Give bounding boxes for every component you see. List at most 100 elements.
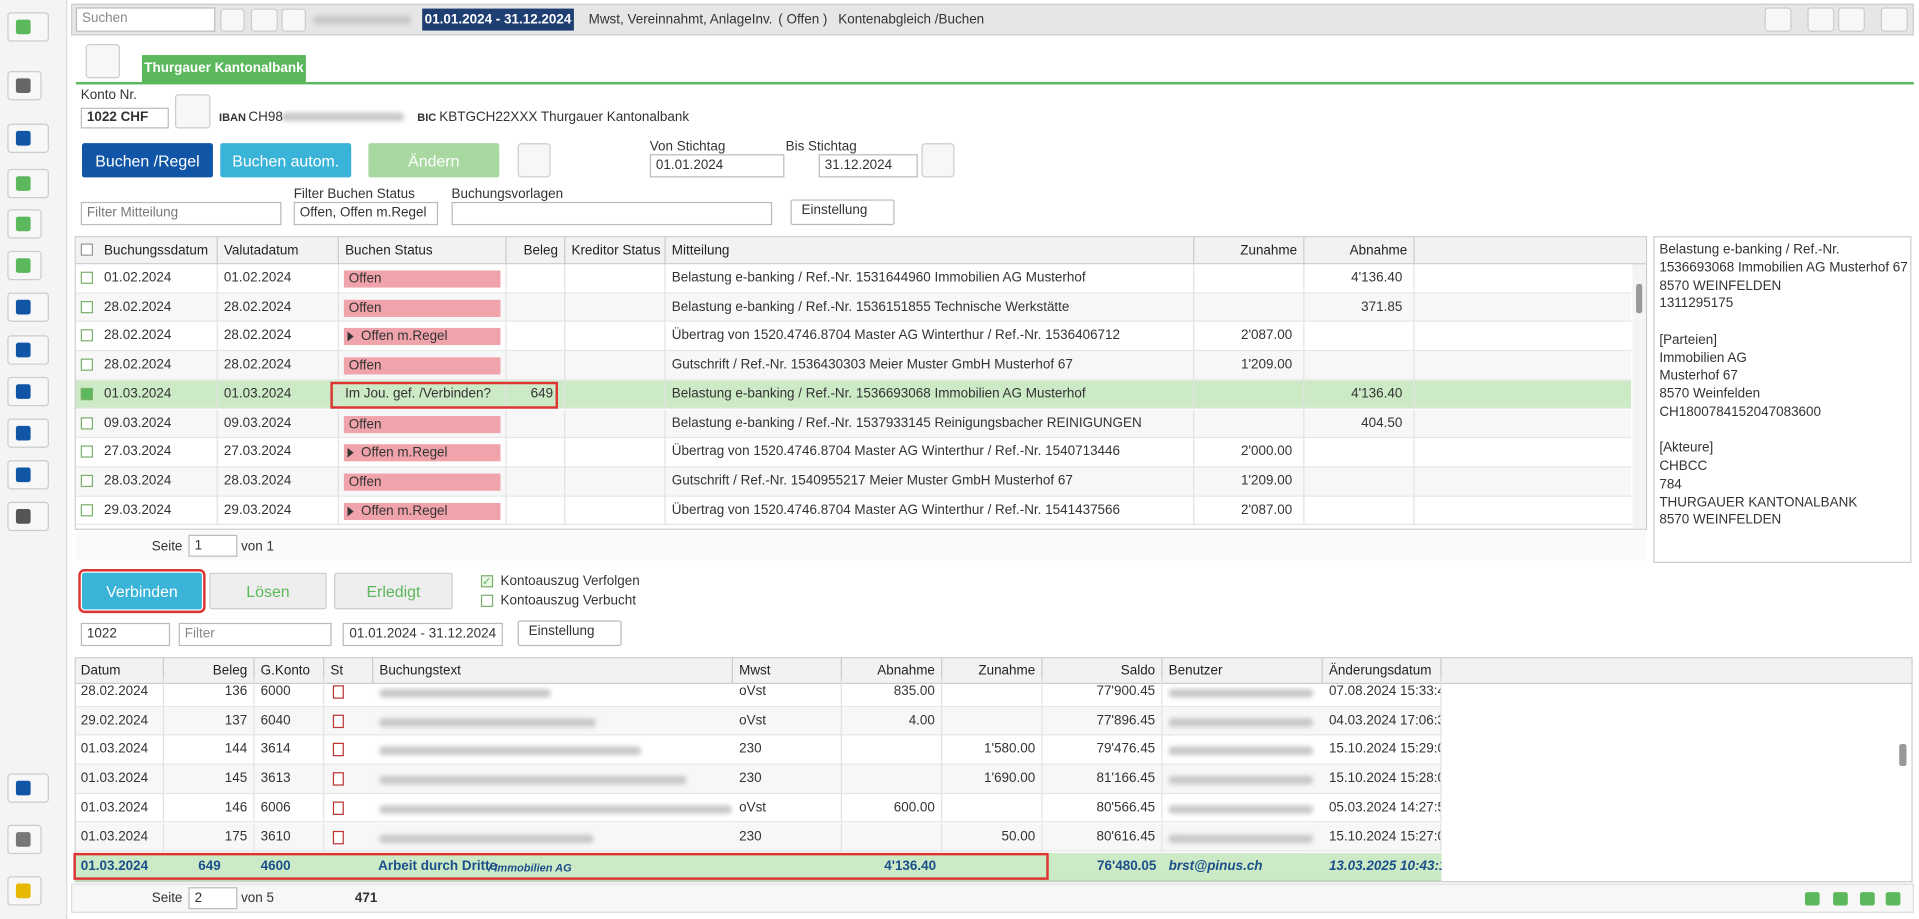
table-cell: 230 [733, 822, 842, 852]
top-icon[interactable] [1807, 7, 1835, 32]
konto-input[interactable]: 1022 CHF [80, 107, 169, 129]
table-cell: 50.00 [942, 822, 1043, 852]
table-cell: 09.03.2024 [98, 409, 218, 439]
table-cell [565, 438, 666, 468]
blurred-text [379, 746, 642, 756]
checkbox[interactable] [80, 503, 94, 516]
checkbox[interactable] [80, 300, 94, 313]
top-icon[interactable] [1837, 7, 1865, 32]
table-row[interactable] [75, 293, 1632, 323]
table-cell: 1'209.00 [1194, 467, 1305, 497]
status-select[interactable]: Offen, Offen m.Regel [293, 201, 439, 226]
einstellung-button[interactable]: Einstellung [517, 620, 622, 647]
sidebar-button[interactable] [7, 70, 42, 101]
table-cell: 1'209.00 [1194, 351, 1305, 381]
info-button[interactable] [281, 8, 306, 32]
checkbox[interactable] [80, 358, 94, 371]
checkbox[interactable] [80, 474, 94, 487]
checkbox[interactable] [80, 271, 94, 284]
sidebar-glyph [15, 883, 31, 899]
bis-input[interactable]: 31.12.2024 [818, 154, 918, 178]
checkbox[interactable]: ✓ [480, 575, 494, 588]
top-icon[interactable] [1880, 7, 1908, 32]
table-cell: 01.03.2024 [98, 380, 218, 410]
table-cell: 649 [507, 380, 566, 410]
status-label: Filter Buchen Status [293, 187, 415, 202]
sidebar-button[interactable] [7, 501, 49, 532]
expand-arrow[interactable] [347, 448, 354, 458]
table-cell: 4'136.40 [1304, 380, 1415, 410]
card-button[interactable] [250, 8, 278, 32]
page-input[interactable]: 1 [188, 534, 238, 557]
table-row[interactable] [75, 735, 1442, 765]
doc-icon [332, 772, 344, 786]
table-row[interactable] [75, 467, 1632, 497]
refresh-button[interactable] [220, 8, 245, 32]
blurred-text [379, 833, 594, 843]
lower-button[interactable]: Lösen [209, 572, 327, 610]
reset-button[interactable] [921, 143, 955, 178]
footer-icon[interactable] [1833, 892, 1848, 906]
iban-label: IBAN [219, 111, 246, 124]
footer-icon[interactable] [1860, 892, 1875, 906]
filter-mitteilung[interactable]: Filter Mitteilung [80, 201, 282, 226]
top-icon[interactable] [1764, 7, 1792, 32]
checkbox[interactable] [80, 445, 94, 458]
table-cell [1194, 380, 1305, 410]
detail-line: 1536693068 Immobilien AG Musterhof 67 [1659, 260, 1908, 276]
tool-button[interactable] [174, 94, 211, 129]
table-row[interactable] [75, 351, 1632, 381]
highlight-row[interactable] [75, 852, 1442, 882]
doc-button[interactable] [85, 44, 120, 79]
action-button[interactable]: Buchen autom. [220, 143, 352, 178]
table-row[interactable] [75, 438, 1632, 468]
delete-button[interactable] [517, 143, 551, 178]
table-cell [842, 822, 943, 852]
detail-line: 8570 Weinfelden [1659, 386, 1761, 402]
table-row[interactable] [75, 380, 1632, 410]
lower-button[interactable]: Verbinden [78, 569, 206, 614]
tab[interactable]: Thurgauer Kantonalbank [141, 55, 306, 84]
checkbox[interactable] [80, 416, 94, 429]
action-button[interactable]: Ändern [368, 143, 500, 178]
footer-icon[interactable] [1804, 892, 1820, 906]
sidebar-button[interactable] [7, 168, 49, 199]
table-row[interactable] [75, 496, 1632, 526]
von-input[interactable]: 01.01.2024 [649, 154, 785, 178]
lower-button[interactable]: Erledigt [334, 572, 453, 610]
table-row[interactable] [75, 409, 1632, 439]
table-cell: 137 [164, 706, 255, 736]
table-cell: 01.02.2024 [218, 264, 339, 294]
expand-arrow[interactable] [347, 506, 354, 516]
table-cell [565, 409, 666, 439]
checkbox[interactable] [80, 329, 94, 342]
table-cell [842, 764, 943, 794]
table-row[interactable] [75, 264, 1632, 294]
status-badge: Offen [343, 270, 501, 288]
table-cell [1194, 293, 1305, 323]
status-badge: Offen m.Regel [343, 444, 501, 462]
bic: KBTGCH22XXX [439, 110, 538, 125]
doc-icon [332, 801, 344, 815]
checkbox[interactable] [80, 387, 94, 400]
einstellung-button[interactable]: Einstellung [790, 199, 895, 226]
period-input[interactable]: 01.01.2024 - 31.12.2024 [342, 622, 503, 647]
status-badge: Offen [343, 357, 501, 375]
expand-arrow[interactable] [347, 332, 354, 342]
page-input[interactable]: 2 [188, 887, 238, 910]
column-header: Abnahme [1304, 237, 1415, 265]
table-cell: oVst [733, 706, 842, 736]
account-input[interactable]: 1022 [80, 622, 171, 647]
table-row[interactable] [75, 822, 1442, 852]
table-cell [1304, 496, 1415, 526]
checkbox[interactable] [480, 594, 494, 607]
status-cell [339, 264, 507, 294]
action-button[interactable]: Buchen /Regel [81, 143, 213, 178]
scroll-thumb [1636, 283, 1643, 314]
table-row[interactable] [75, 322, 1632, 352]
vorlagen-select[interactable] [451, 201, 773, 226]
search-input[interactable]: Suchen [75, 7, 216, 32]
footer-icon[interactable] [1885, 892, 1901, 906]
filter-input[interactable]: Filter [178, 622, 332, 647]
